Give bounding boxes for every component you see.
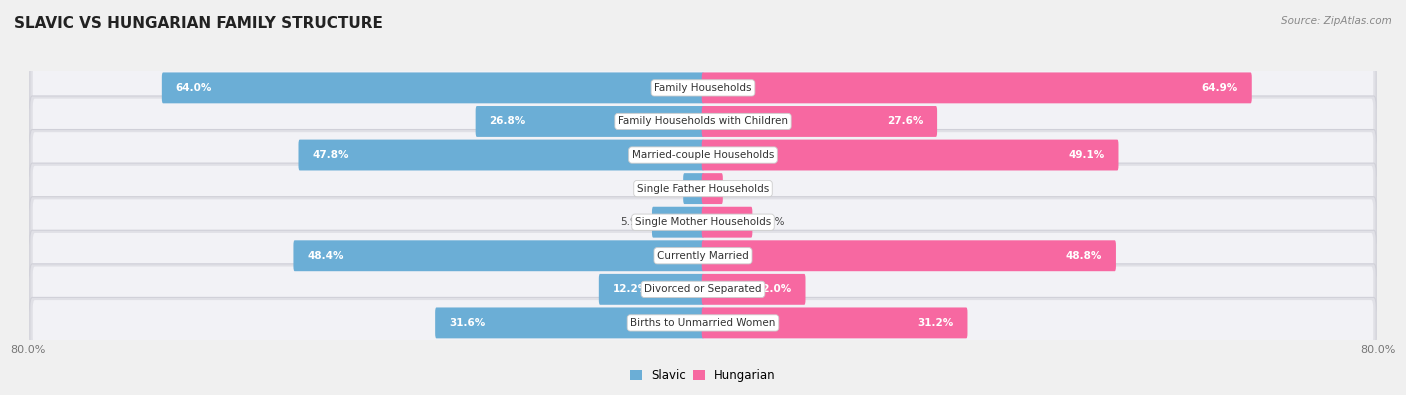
FancyBboxPatch shape (32, 132, 1374, 178)
FancyBboxPatch shape (702, 106, 938, 137)
FancyBboxPatch shape (30, 297, 1376, 348)
FancyBboxPatch shape (30, 130, 1376, 181)
FancyBboxPatch shape (32, 199, 1374, 245)
Text: 49.1%: 49.1% (1069, 150, 1105, 160)
FancyBboxPatch shape (702, 307, 967, 339)
Text: 26.8%: 26.8% (489, 117, 526, 126)
Text: 2.2%: 2.2% (728, 184, 755, 194)
FancyBboxPatch shape (702, 173, 723, 204)
Text: Single Mother Households: Single Mother Households (636, 217, 770, 227)
FancyBboxPatch shape (702, 240, 1116, 271)
Text: 2.2%: 2.2% (651, 184, 678, 194)
FancyBboxPatch shape (702, 274, 806, 305)
Text: SLAVIC VS HUNGARIAN FAMILY STRUCTURE: SLAVIC VS HUNGARIAN FAMILY STRUCTURE (14, 16, 382, 31)
Text: 5.9%: 5.9% (620, 217, 647, 227)
FancyBboxPatch shape (702, 72, 1251, 103)
Text: 5.7%: 5.7% (758, 217, 785, 227)
FancyBboxPatch shape (162, 72, 704, 103)
FancyBboxPatch shape (702, 207, 752, 238)
Text: 64.0%: 64.0% (176, 83, 212, 93)
FancyBboxPatch shape (702, 139, 1119, 171)
Text: 31.6%: 31.6% (449, 318, 485, 328)
FancyBboxPatch shape (32, 233, 1374, 278)
FancyBboxPatch shape (30, 163, 1376, 214)
Text: 12.2%: 12.2% (613, 284, 650, 294)
FancyBboxPatch shape (30, 230, 1376, 281)
FancyBboxPatch shape (32, 65, 1374, 111)
Text: 64.9%: 64.9% (1202, 83, 1237, 93)
FancyBboxPatch shape (294, 240, 704, 271)
FancyBboxPatch shape (652, 207, 704, 238)
Text: Married-couple Households: Married-couple Households (631, 150, 775, 160)
Text: Currently Married: Currently Married (657, 251, 749, 261)
Text: Family Households with Children: Family Households with Children (619, 117, 787, 126)
Text: 47.8%: 47.8% (312, 150, 349, 160)
FancyBboxPatch shape (599, 274, 704, 305)
Text: Source: ZipAtlas.com: Source: ZipAtlas.com (1281, 16, 1392, 26)
Text: Divorced or Separated: Divorced or Separated (644, 284, 762, 294)
FancyBboxPatch shape (32, 267, 1374, 312)
Text: Single Father Households: Single Father Households (637, 184, 769, 194)
FancyBboxPatch shape (683, 173, 704, 204)
Text: 48.4%: 48.4% (308, 251, 344, 261)
FancyBboxPatch shape (30, 62, 1376, 113)
Text: Births to Unmarried Women: Births to Unmarried Women (630, 318, 776, 328)
FancyBboxPatch shape (298, 139, 704, 171)
FancyBboxPatch shape (475, 106, 704, 137)
Text: Family Households: Family Households (654, 83, 752, 93)
FancyBboxPatch shape (32, 99, 1374, 144)
FancyBboxPatch shape (32, 166, 1374, 211)
Text: 27.6%: 27.6% (887, 117, 924, 126)
Text: 48.8%: 48.8% (1066, 251, 1102, 261)
FancyBboxPatch shape (30, 264, 1376, 315)
FancyBboxPatch shape (32, 300, 1374, 346)
FancyBboxPatch shape (436, 307, 704, 339)
Text: 12.0%: 12.0% (755, 284, 792, 294)
FancyBboxPatch shape (30, 96, 1376, 147)
Legend: Slavic, Hungarian: Slavic, Hungarian (630, 369, 776, 382)
FancyBboxPatch shape (30, 197, 1376, 248)
Text: 31.2%: 31.2% (917, 318, 953, 328)
